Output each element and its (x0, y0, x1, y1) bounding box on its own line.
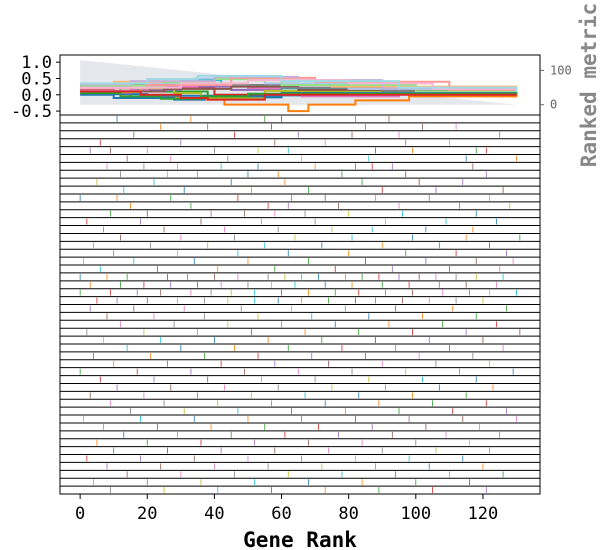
enrichment-series (80, 74, 518, 113)
axes: 1.00.50.0-0.5 0 100 0 20 40 60 80 100 120 (11, 53, 572, 524)
x-tick-label: 60 (271, 504, 291, 524)
x-axis-label: Gene Rank (243, 528, 357, 550)
x-tick-label: 100 (400, 504, 431, 524)
x-tick-label: 20 (137, 504, 157, 524)
hit-panel-frame (59, 114, 541, 495)
y-tick-label: 1.0 (21, 53, 52, 73)
x-tick-label: 120 (468, 504, 499, 524)
y-tick-label: 0.5 (21, 69, 52, 89)
right-y-tick-label: 100 (550, 63, 572, 77)
right-axis-label: Ranked metric (577, 3, 600, 167)
enrichment-line-16 (80, 74, 518, 95)
enrichment-line-19 (80, 90, 517, 101)
x-tick-label: 40 (204, 504, 224, 524)
x-tick-label: 80 (338, 504, 358, 524)
y-tick-label: 0.0 (21, 86, 52, 106)
x-tick-label: 0 (75, 504, 85, 524)
y-tick-label: -0.5 (11, 102, 52, 122)
hit-rows (60, 114, 540, 493)
right-y-tick-label: 0 (550, 98, 557, 112)
